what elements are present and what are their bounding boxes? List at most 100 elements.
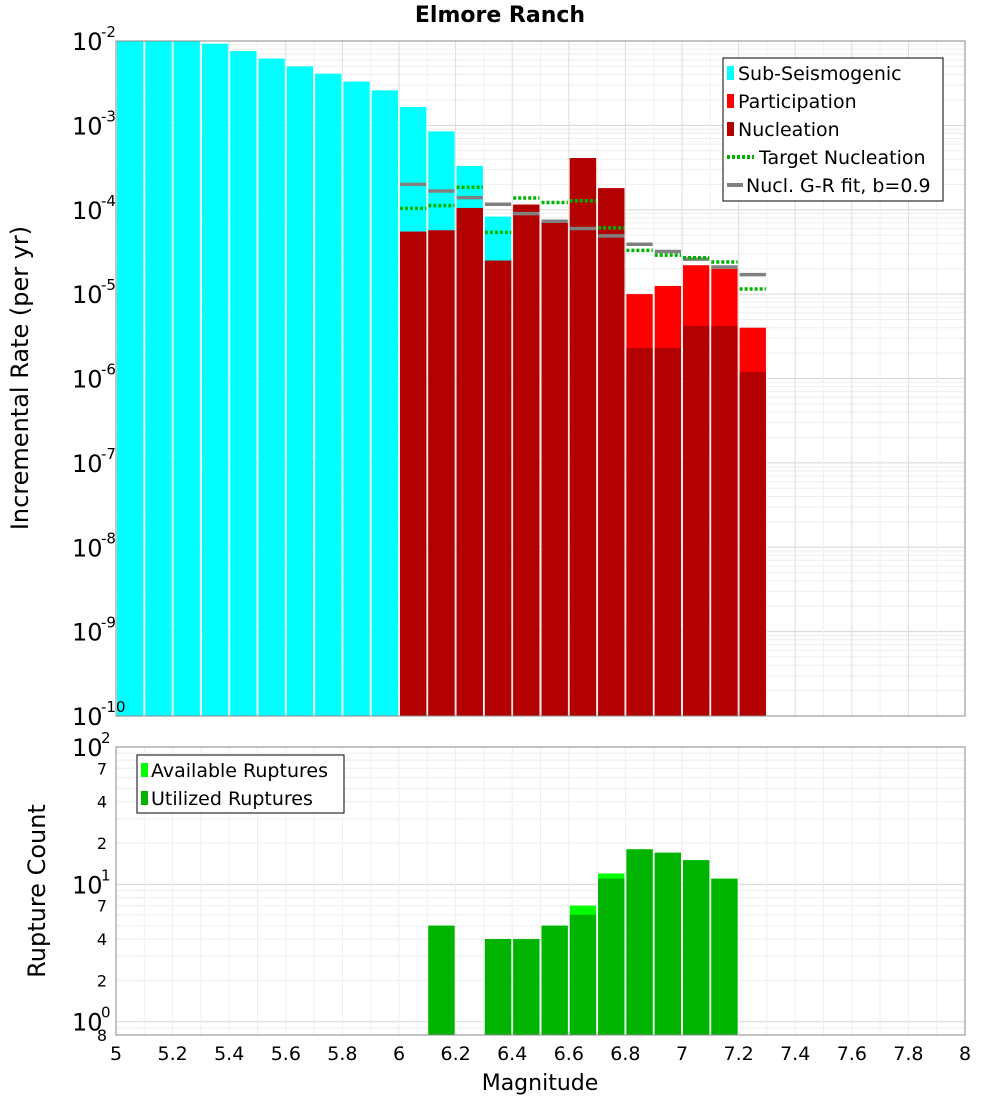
utilized-ruptures-bar <box>626 849 653 1035</box>
top-plot-frame <box>115 40 966 717</box>
sub-seismogenic-bar <box>145 41 172 716</box>
nucleation-bar <box>456 207 483 716</box>
x-tick-labels: 5 5.2 5.4 5.6 5.8 6 6.2 6.4 6.6 6.8 7 7.2 7.4 7.6 7.8 8 <box>110 1043 971 1065</box>
nucleation-bars <box>400 158 766 717</box>
utilized-ruptures-bars <box>428 849 738 1035</box>
bottom-y-minor-tick-label: 2 <box>97 834 107 853</box>
bottom-plot-frame <box>115 746 966 1036</box>
utilized-ruptures-bar <box>598 878 625 1035</box>
target-nucleation-segments <box>400 185 766 291</box>
top-y-tick-exponent: -7 <box>101 445 116 463</box>
top-legend-box <box>722 57 944 202</box>
top-y-tick-label: 10 <box>72 112 103 140</box>
x-tick-label: 7.4 <box>780 1043 810 1065</box>
legend-label-available: Available Ruptures <box>151 760 328 782</box>
utilized-ruptures-bar <box>484 939 512 1035</box>
nucleation-bar <box>541 222 568 716</box>
bottom-legend: Available Ruptures Utilized Ruptures <box>136 754 345 814</box>
x-tick-label: 7 <box>676 1043 688 1065</box>
top-plot-grid <box>115 41 966 717</box>
legend-label-nucleation: Nucleation <box>738 119 840 141</box>
utilized-ruptures-bar <box>541 925 568 1035</box>
x-tick-label: 5.8 <box>327 1043 357 1065</box>
sub-seismogenic-bar <box>201 43 229 717</box>
utilized-ruptures-bar <box>428 925 455 1035</box>
x-tick-label: 7.8 <box>893 1043 923 1065</box>
top-y-axis-label: Incremental Rate (per yr) <box>6 226 34 530</box>
top-y-tick-exponent: -3 <box>101 107 116 125</box>
top-y-tick-label: 10 <box>72 281 103 309</box>
x-tick-label: 8 <box>959 1043 971 1065</box>
x-axis-label: Magnitude <box>482 1071 599 1096</box>
x-tick-label: 5.6 <box>271 1043 301 1065</box>
top-y-tick-exponent: -5 <box>101 276 116 294</box>
bottom-y-axis-label: Rupture Count <box>23 804 51 978</box>
top-y-tick-label: 10 <box>72 534 103 562</box>
utilized-ruptures-bar <box>654 852 681 1035</box>
sub-seismogenic-bar <box>315 73 342 716</box>
top-y-tick-label: 10 <box>72 703 103 731</box>
sub-seismogenic-bar <box>117 41 144 716</box>
top-y-tick-label: 10 <box>72 28 103 56</box>
x-tick-label: 6 <box>393 1043 405 1065</box>
sub-seismogenic-bar <box>173 41 200 716</box>
bottom-legend-box <box>136 754 345 814</box>
utilized-ruptures-bar <box>711 878 738 1035</box>
top-y-tick-label: 10 <box>72 619 103 647</box>
x-tick-label: 5.4 <box>214 1043 244 1065</box>
bottom-y-minor-tick-label: 2 <box>97 971 107 990</box>
top-y-tick-exponent: -8 <box>101 529 116 547</box>
top-y-tick-exponent: -9 <box>101 614 116 632</box>
x-tick-label: 6.6 <box>554 1043 584 1065</box>
legend-swatch-participation <box>727 94 734 108</box>
top-y-tick-exponent: -2 <box>101 23 116 41</box>
legend-label-participation: Participation <box>738 91 857 113</box>
x-tick-label: 6.8 <box>610 1043 640 1065</box>
x-tick-label: 5.2 <box>157 1043 187 1065</box>
x-tick-label: 5 <box>110 1043 122 1065</box>
bottom-y-tick-exponent: 1 <box>101 866 111 884</box>
top-y-tick-label: 10 <box>72 366 103 394</box>
top-y-tick-exponent: -4 <box>101 192 116 210</box>
legend-label-target-nucleation: Target Nucleation <box>758 147 926 169</box>
nucleation-bar <box>484 260 512 716</box>
nucleation-bar <box>428 230 455 716</box>
sub-seismogenic-bar <box>371 90 398 716</box>
top-y-tick-exponent: -6 <box>101 361 116 379</box>
top-y-tick-label: 10 <box>72 197 103 225</box>
x-tick-label: 7.2 <box>723 1043 753 1065</box>
nucleation-bar <box>711 325 738 716</box>
top-legend: Sub-Seismogenic Participation Nucleation… <box>722 57 944 202</box>
bottom-y-minor-tick-label: 4 <box>97 930 107 949</box>
nucleation-bar <box>739 371 766 716</box>
sub-seismogenic-bar <box>230 51 257 717</box>
bottom-y-tick-label: 10 <box>72 1009 103 1037</box>
legend-label-sub-seismogenic: Sub-Seismogenic <box>738 63 902 85</box>
bottom-y-tick-exponent: 2 <box>101 729 111 747</box>
legend-swatch-utilized <box>141 791 148 805</box>
top-y-tick-label: 10 <box>72 450 103 478</box>
chart-title: Elmore Ranch <box>415 3 585 28</box>
x-tick-label: 6.4 <box>497 1043 527 1065</box>
bottom-y-minor-tick-label: 7 <box>97 897 107 916</box>
legend-swatch-available <box>141 763 148 777</box>
bottom-y-tick-exponent: 0 <box>101 1004 111 1022</box>
x-tick-label: 7.6 <box>837 1043 867 1065</box>
legend-label-gr-fit: Nucl. G-R fit, b=0.9 <box>746 175 931 197</box>
nucleation-bar <box>400 231 427 716</box>
bottom-y-minor-tick-label: 7 <box>97 759 107 778</box>
legend-swatch-nucleation <box>727 122 734 136</box>
legend-swatch-sub-seismogenic <box>727 66 734 80</box>
top-y-tick-exponent: -10 <box>101 698 126 716</box>
utilized-ruptures-bar <box>683 860 710 1035</box>
nucleation-bar <box>626 347 653 716</box>
nucleation-bar <box>654 347 681 716</box>
bottom-y-tick-label: 10 <box>72 734 103 762</box>
bottom-y-tick-label: 10 <box>72 871 103 899</box>
nucleation-bar <box>598 188 625 717</box>
x-tick-label: 6.2 <box>440 1043 470 1065</box>
gr-fit-segments <box>400 182 766 277</box>
